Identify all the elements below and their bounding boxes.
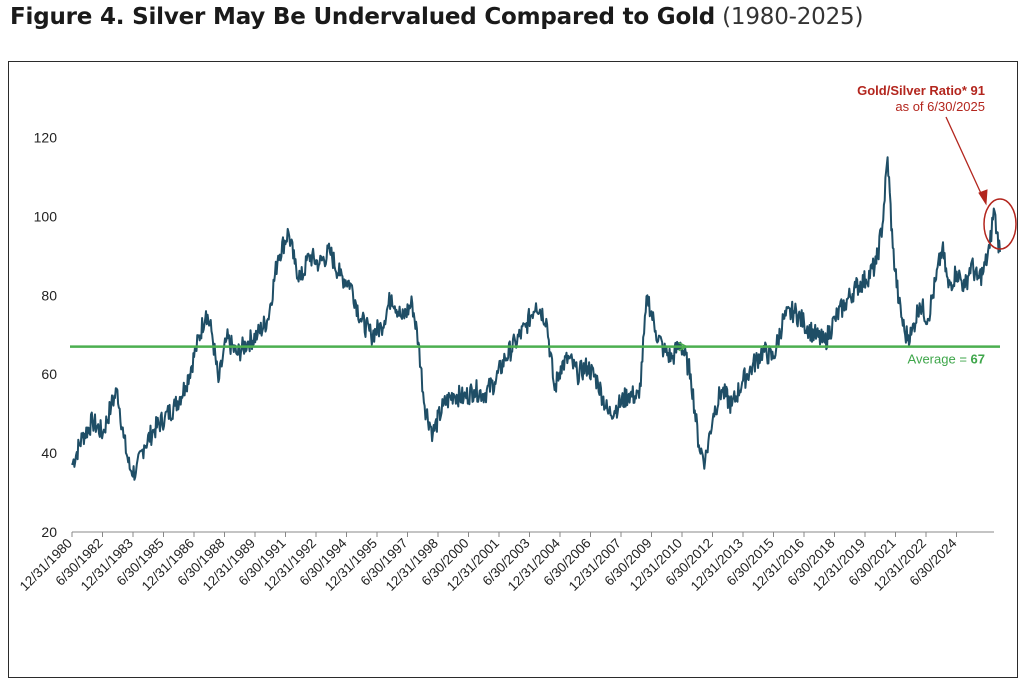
average-arrow (678, 341, 689, 352)
figure-title-range: (1980-2025) (722, 4, 864, 30)
average-label: Average = 67 (908, 352, 985, 367)
annotation-circle (983, 198, 1017, 250)
y-axis: 20 40 60 80 100 120 (34, 129, 58, 540)
average-label-value: 67 (971, 352, 985, 367)
y-tick-label: 100 (34, 208, 58, 224)
series-layer (71, 156, 1001, 481)
figure-title-main: Figure 4. Silver May Be Undervalued Comp… (10, 4, 716, 30)
y-tick-label: 40 (41, 445, 57, 461)
annotation-title: Gold/Silver Ratio* 91 (857, 83, 985, 98)
series-line (71, 156, 1001, 481)
average-label-prefix: Average = (908, 352, 971, 367)
y-tick-label: 120 (34, 129, 58, 145)
annotation-arrowhead (978, 189, 988, 206)
average-layer: Average = 67 (70, 341, 1000, 367)
annotation-arrow (945, 116, 985, 201)
chart-frame (8, 61, 1018, 678)
x-axis: 12/31/19806/30/198212/31/19836/30/198512… (17, 531, 994, 594)
y-tick-label: 20 (41, 524, 57, 540)
figure-title: Figure 4. Silver May Be Undervalued Comp… (10, 4, 863, 30)
y-tick-label: 60 (41, 366, 57, 382)
y-tick-label: 80 (41, 287, 57, 303)
annotation-subtitle: as of 6/30/2025 (895, 99, 985, 114)
